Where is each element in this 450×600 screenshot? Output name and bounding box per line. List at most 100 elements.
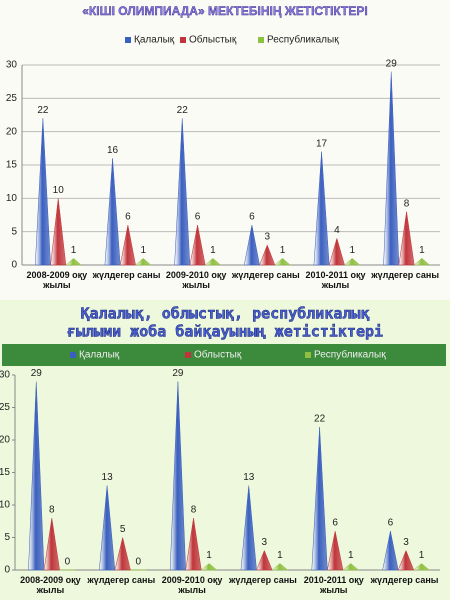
y-tick-label: 30 [0,370,10,381]
panel-top [0,0,450,300]
y-tick-label: 30 [6,60,18,71]
cone [256,549,273,571]
x-tick-label: 2009-2010 оқу жылы [165,270,227,290]
cone [413,258,431,266]
data-label: 1 [419,245,425,256]
data-label: 6 [332,518,338,529]
data-label: 1 [349,245,355,256]
legend-swatch [305,352,311,358]
legend-swatch [125,37,131,43]
x-tick-label: 2010-2011 оқу жылы [305,270,366,290]
y-tick-label: 15 [6,160,18,171]
cone [274,258,291,266]
legend-label: Облыстық [194,349,242,361]
data-label: 3 [403,537,409,548]
y-tick-label: 15 [0,467,10,478]
x-tick-label: жүлдегер саны [229,575,297,585]
legend-band [2,344,446,366]
cone [382,530,399,571]
legend-label: Республикалық [314,349,386,361]
cone [43,517,60,571]
cone [189,224,206,266]
cone [398,211,415,266]
y-tick-label: 25 [0,402,10,413]
data-label: 0 [135,557,141,568]
data-label: 0 [65,557,71,568]
data-label: 6 [195,212,201,223]
cone [65,258,82,266]
data-label: 22 [177,105,189,116]
legend-swatch [185,352,191,358]
legend-label: Қалалық [79,350,120,361]
data-label: 1 [277,550,283,561]
data-label: 6 [249,212,255,223]
cone [313,151,330,266]
cone [383,71,400,266]
y-tick-label: 10 [6,193,18,204]
data-label: 22 [37,105,49,116]
data-label: 1 [210,245,216,256]
data-label: 6 [125,212,131,223]
cone [50,198,67,266]
data-label: 3 [262,537,268,548]
cone [169,381,186,571]
cone [104,158,121,266]
data-label: 1 [71,245,77,256]
cone [204,258,222,266]
chart-title: ғылыми жоба байқауының жетістіктері [67,323,383,341]
data-label: 29 [386,58,398,69]
x-tick-label: 2010-2011 оқу жылы [303,575,364,595]
cone [397,549,415,571]
x-tick-label: жүлдегер саны [370,575,439,585]
cone [311,426,328,571]
legend-swatch [180,37,186,43]
data-label: 29 [31,368,43,379]
data-label: 4 [334,225,340,236]
data-label: 10 [53,185,65,196]
y-tick-label: 0 [11,260,17,271]
cone [185,517,202,571]
legend-swatch [70,352,76,358]
legend-swatch [258,37,264,43]
cone [240,485,257,571]
legend-label: Республикалық [267,34,339,46]
data-label: 13 [102,472,114,483]
y-tick-label: 20 [0,435,10,446]
cone [119,224,136,266]
data-label: 8 [191,505,197,516]
y-tick-label: 5 [11,226,17,237]
cone [259,244,276,266]
data-label: 1 [140,245,146,256]
data-label: 8 [49,505,55,516]
data-label: 1 [348,550,354,561]
data-label: 13 [243,472,255,483]
data-label: 17 [316,138,328,149]
data-label: 16 [107,145,119,156]
cone [134,258,152,266]
cone [114,537,131,571]
data-label: 6 [388,518,394,529]
y-tick-label: 5 [4,532,10,543]
y-tick-label: 20 [6,126,18,137]
cone [174,118,191,266]
x-tick-label: жүлдегер саны [92,270,161,280]
data-label: 8 [404,198,410,209]
x-tick-label: жүлдегер саны [231,270,300,280]
cone [343,258,361,266]
data-label: 5 [120,524,126,535]
cone [327,530,344,571]
x-tick-label: жүлдегер саны [87,575,156,585]
chart-title: «КІШІ ОЛИМПИАДА» МЕКТЕБІНІҢ ЖЕТІСТІКТЕРІ [82,4,367,18]
cone [34,118,51,266]
y-tick-label: 10 [0,500,10,511]
cone [413,563,431,571]
cone [328,237,345,266]
x-tick-label: 2008-2009 оқу жылы [26,270,88,290]
cone [200,563,218,571]
legend-label: Облыстық [189,34,237,46]
cone [243,224,260,266]
data-label: 1 [419,550,425,561]
data-label: 3 [264,232,270,243]
legend-label: Қалалық [134,35,175,46]
